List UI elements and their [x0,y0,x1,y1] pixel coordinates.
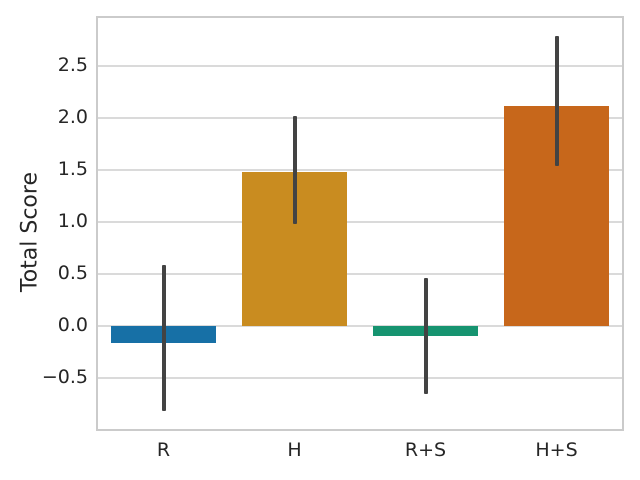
error-bar-H [292,115,297,224]
ytick-label-2.5: 2.5 [57,53,88,76]
gridline-y-1.5 [98,168,622,171]
ytick-label-1.5: 1.5 [57,157,88,180]
gridline-y-1 [98,220,622,223]
gridline-y--0.5 [98,377,622,379]
plot-area [96,16,624,431]
error-bar-R+S [423,278,428,394]
gridline-y-2 [98,116,622,119]
xtick-label-R+S: R+S [404,439,447,461]
xtick-label-R: R [156,439,171,461]
ytick-label-2: 2.0 [57,105,88,128]
error-bar-R [161,264,166,412]
xtick-label-H+S: H+S [535,439,578,461]
gridline-y-2.5 [98,64,622,67]
ytick-label-1: 1.0 [57,209,88,232]
xtick-label-H: H [287,439,302,461]
ytick-label-0.5: 0.5 [57,261,88,284]
ytick-label-0: 0.0 [57,313,88,336]
gridline-y-0 [98,324,622,327]
ytick-label--0.5: −0.5 [41,366,88,388]
error-bar-H+S [554,35,559,166]
gridline-y-0.5 [98,272,622,275]
